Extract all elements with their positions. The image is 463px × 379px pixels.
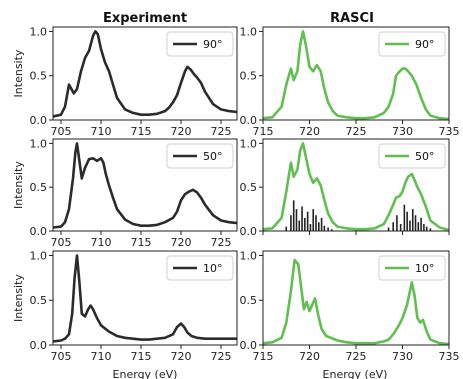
legend-box [166,31,234,57]
legend-box [166,143,234,169]
y-tick-label: 1.0 [30,249,48,262]
y-axis-label: Intensity [12,161,25,209]
x-tick-label: 715 [253,350,274,363]
y-tick-label: 0.0 [30,225,48,238]
panel-rasci-10: 0.0 0.5 1.0 715 720 725 730 735 10° [240,249,460,363]
x-tick-label: 715 [131,350,152,363]
x-tick-label: 710 [91,125,112,138]
legend-box [378,31,446,57]
y-tick-label: 1.0 [240,25,258,38]
series-line [53,30,237,118]
legend-box [378,255,446,281]
y-tick-label: 0.5 [240,70,258,83]
y-tick-label: 0.5 [240,294,258,307]
x-tick-label: 710 [91,350,112,363]
x-axis-label-left: Energy (eV) [113,368,178,379]
x-tick-label: 720 [299,350,320,363]
plot-frame [52,26,238,121]
x-tick-label: 730 [392,350,413,363]
x-tick-label: 720 [171,125,192,138]
series-line [263,30,449,120]
x-tick-label: 715 [131,125,152,138]
x-tick-label: 725 [211,350,232,363]
series-line [263,258,449,345]
y-tick-label: 0.0 [240,114,258,127]
y-tick-label: 0.5 [240,181,258,194]
y-tick-label: 0.0 [240,339,258,352]
x-tick-label: 710 [91,236,112,249]
x-tick-label: 720 [171,350,192,363]
y-tick-label: 1.0 [240,249,258,262]
x-tick-label: 705 [51,236,72,249]
legend-label: 90° [203,38,223,51]
y-tick-label: 1.0 [240,137,258,150]
x-tick-label: 735 [439,350,460,363]
legend-label: 50° [415,150,435,163]
x-tick-label: 725 [346,350,367,363]
y-tick-label: 1.0 [30,137,48,150]
x-tick-label: 730 [392,125,413,138]
legend-label: 10° [415,262,435,275]
legend-label: 50° [203,150,223,163]
x-tick-label: 715 [253,125,274,138]
series-line [263,142,449,231]
y-tick-label: 0.0 [30,114,48,127]
legend-label: 10° [203,262,223,275]
column-title-experiment: Experiment [103,11,187,26]
y-tick-label: 0.5 [30,294,48,307]
legend-label: 90° [415,38,435,51]
x-tick-label: 705 [51,350,72,363]
legend-box [378,143,446,169]
x-tick-label: 725 [346,125,367,138]
x-tick-label: 725 [211,236,232,249]
y-tick-label: 0.5 [30,181,48,194]
series-line [53,254,237,343]
x-tick-label: 735 [439,125,460,138]
x-tick-label: 725 [211,125,232,138]
x-tick-label: 720 [171,236,192,249]
y-tick-label: 1.0 [30,25,48,38]
y-axis-label: Intensity [12,49,25,97]
plot-frame [52,250,238,346]
plot-frame [52,138,238,232]
panel-rasci-50: 0.0 0.5 1.0 50° [240,137,450,238]
x-tick-label: 720 [299,125,320,138]
x-tick-label: 705 [51,125,72,138]
y-axis-label: Intensity [12,274,25,322]
y-tick-label: 0.0 [240,225,258,238]
legend-box [166,255,234,281]
y-tick-label: 0.0 [30,339,48,352]
x-axis-label-right: Energy (eV) [323,368,388,379]
y-tick-label: 0.5 [30,70,48,83]
panel-experiment-10: 0.0 0.5 1.0 705 710 715 720 725 10° Intensity [12,249,238,363]
panel-experiment-90: 0.0 0.5 1.0 705 710 715 720 725 90° Intensity [12,25,238,138]
panel-rasci-90: 0.0 0.5 1.0 715 720 725 730 735 90° [240,25,460,138]
series-line [53,142,237,229]
panel-experiment-50: 0.0 0.5 1.0 705 710 715 720 725 50° Intensity [12,137,238,249]
x-tick-label: 715 [131,236,152,249]
column-title-rasci: RASCI [330,11,374,26]
